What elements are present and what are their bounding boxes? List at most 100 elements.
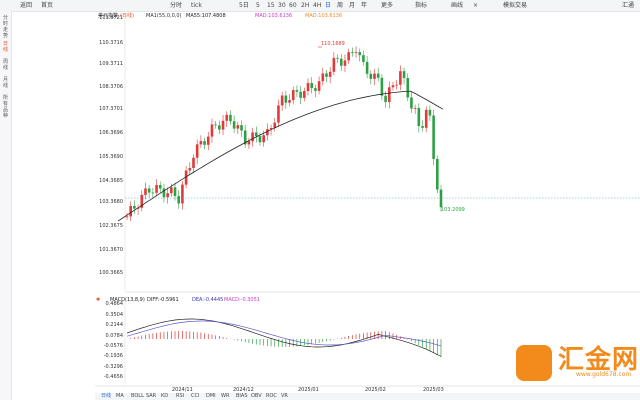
- tab-60min[interactable]: 60: [289, 2, 297, 9]
- macd-name: MACD(13,8,9): [110, 297, 145, 303]
- indicator-tab-roc[interactable]: ROC: [266, 393, 277, 399]
- y-tick-label: 108.3706: [99, 84, 123, 90]
- home-button[interactable]: 首页: [41, 2, 54, 9]
- mad2-legend: MAD:103.6136: [305, 13, 343, 19]
- macd-y-tick: -0.0576: [103, 343, 123, 349]
- y-tick-label: 102.3675: [99, 223, 123, 229]
- candle-body: [399, 71, 402, 85]
- y-tick-label: 106.3696: [99, 130, 123, 136]
- sidebar-item-daily[interactable]: 日线: [2, 41, 8, 53]
- candle-body: [254, 132, 258, 137]
- indicator-tab-rsi[interactable]: RSI: [176, 393, 185, 399]
- indicator-tab-cci[interactable]: CCI: [191, 393, 200, 399]
- tab-week[interactable]: 周: [337, 2, 344, 9]
- macd-y-tick: -0.1936: [103, 353, 123, 359]
- brand-logo-icon: [516, 345, 552, 381]
- tab-2h[interactable]: 2H: [301, 2, 310, 9]
- candle-body: [413, 108, 417, 109]
- candle-body: [299, 91, 302, 98]
- candle-body: [439, 189, 443, 208]
- candle-body: [170, 187, 173, 194]
- indicator-tab-ma[interactable]: MA: [116, 393, 124, 399]
- candle-body: [188, 167, 192, 171]
- ma55-legend: MA55:107.4808: [186, 13, 226, 19]
- tab-intraday[interactable]: 分时: [170, 2, 183, 9]
- y-tick-label: 101.3670: [99, 247, 123, 253]
- tab-tick[interactable]: tick: [191, 2, 202, 9]
- tab-15min[interactable]: 15: [267, 2, 275, 9]
- candle-body: [218, 125, 221, 130]
- tab-5day[interactable]: 5日: [239, 2, 249, 9]
- chart-name: 美元指数: [98, 13, 119, 19]
- indicator-button[interactable]: 指标: [415, 2, 428, 9]
- sidebar-item-intraday[interactable]: 分时走势: [2, 15, 8, 39]
- indicator-tab-boll[interactable]: BOLL: [131, 393, 144, 399]
- x-tick-label: 2025/01: [298, 387, 319, 393]
- candle-body: [262, 135, 265, 143]
- indicator-tab-sar[interactable]: SAR: [146, 393, 157, 399]
- macd-y-tick: -0.4656: [103, 374, 123, 380]
- huitong-button[interactable]: 汇通: [622, 2, 635, 9]
- brand-logo-text: 汇金网: [558, 345, 640, 375]
- candle-body: [173, 187, 177, 197]
- candle-body: [306, 83, 310, 92]
- candle-body: [203, 141, 206, 145]
- y-tick-label: 111.3721: [99, 15, 123, 21]
- candle-body: [144, 188, 147, 195]
- candle-body: [410, 97, 413, 109]
- indicator-tab-obv[interactable]: OBV: [251, 393, 262, 399]
- candle-body: [232, 121, 236, 129]
- bottom-indicator-bar: 日线 MA BOLL SAR KD RSI CCI DMI WR BIAS OBV ROC VR: [95, 393, 640, 400]
- candle-body: [380, 77, 384, 96]
- candle-body: [280, 95, 284, 106]
- more-button[interactable]: 更多: [381, 2, 394, 9]
- y-tick-label: 105.3690: [99, 154, 123, 160]
- macd-y-tick: 0.3504: [105, 312, 124, 318]
- ma1-legend: MA1(55,0,0,0): [146, 13, 182, 19]
- sim-trade-button[interactable]: 模拟交易: [503, 2, 528, 9]
- candle-body: [421, 126, 424, 128]
- candle-body: [162, 188, 166, 198]
- indicator-tab-vr[interactable]: VR: [281, 393, 288, 399]
- candle-body: [332, 57, 336, 72]
- tab-month[interactable]: 月: [349, 2, 356, 9]
- y-tick-label: 110.3716: [99, 40, 123, 46]
- candle-body: [384, 95, 387, 103]
- indicator-tab-bias[interactable]: BIAS: [236, 393, 248, 399]
- tab-day[interactable]: 日: [325, 2, 332, 9]
- candle-body: [343, 60, 347, 66]
- indicator-tab-wr[interactable]: WR: [221, 393, 230, 399]
- tab-4h[interactable]: 4H: [313, 2, 322, 9]
- tab-5min[interactable]: 5: [256, 2, 260, 9]
- back-button[interactable]: 返回: [20, 2, 33, 9]
- candle-body: [266, 129, 269, 136]
- candle-body: [310, 83, 314, 89]
- y-tick-label: 104.3685: [99, 178, 123, 184]
- indicator-tab-日线[interactable]: 日线: [101, 393, 112, 399]
- candle-body: [402, 71, 406, 78]
- candle-body: [325, 73, 328, 77]
- indicator-tab-kd[interactable]: KD: [161, 393, 169, 399]
- candle-body: [354, 52, 358, 53]
- candle-body: [225, 114, 229, 121]
- candle-body: [258, 136, 262, 143]
- close-icon[interactable]: ×: [473, 2, 479, 9]
- candle-body: [166, 193, 169, 198]
- candle-body: [181, 184, 184, 204]
- x-tick-label: 2024/11: [172, 387, 193, 393]
- x-tick-label: 2024/12: [233, 387, 254, 393]
- tab-year[interactable]: 年: [361, 2, 368, 9]
- candle-body: [291, 90, 295, 101]
- tab-30min[interactable]: 30: [278, 2, 286, 9]
- sidebar-item-monthly[interactable]: 月线: [2, 77, 8, 89]
- draw-line-button[interactable]: 画线: [451, 2, 464, 9]
- indicator-tab-dmi[interactable]: DMI: [206, 393, 216, 399]
- candle-body: [362, 55, 365, 62]
- brand-logo-url: www.gold678.com: [576, 371, 632, 378]
- candle-body: [288, 100, 291, 103]
- sidebar-item-all[interactable]: 所有品种: [2, 95, 8, 119]
- sidebar-item-weekly[interactable]: 周线: [2, 59, 8, 71]
- top-toolbar: 返回 首页 分时 tick 5日 5 15 30 60 2H 4H 日 周 月 …: [0, 0, 640, 12]
- candle-body: [314, 88, 317, 91]
- candle-body: [210, 124, 214, 137]
